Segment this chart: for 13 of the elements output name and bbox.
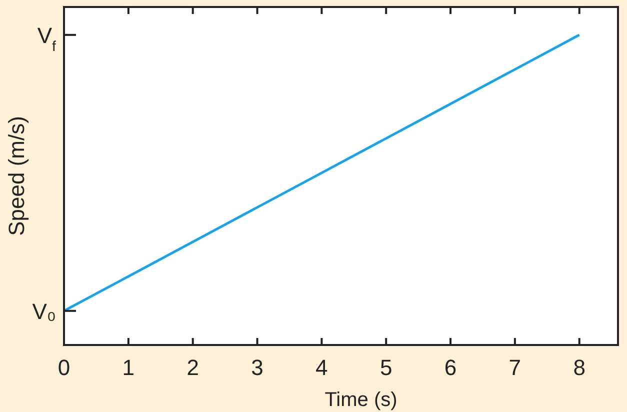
x-tick-label: 6 — [444, 355, 457, 380]
x-axis-title: Time (s) — [324, 389, 398, 411]
x-tick-label: 1 — [122, 355, 135, 380]
x-tick-label: 5 — [380, 355, 392, 380]
x-tick-label: 7 — [508, 355, 522, 380]
x-tick-label: 8 — [573, 355, 586, 380]
x-tick-label: 0 — [58, 355, 70, 380]
x-tick-label: 3 — [251, 355, 264, 380]
x-tick-label: 4 — [316, 355, 328, 380]
y-axis-title: Speed (m/s) — [4, 116, 29, 236]
text: V₀ — [32, 298, 56, 324]
text: V$_{f}$ — [37, 22, 56, 55]
x-tick-label: 2 — [186, 355, 199, 380]
